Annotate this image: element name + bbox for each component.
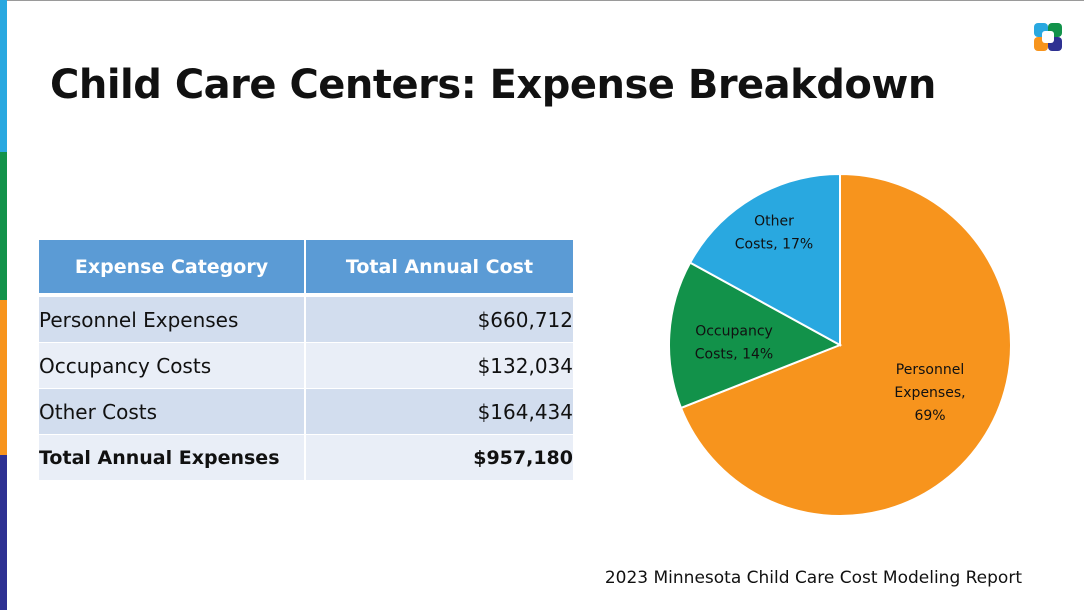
source-caption: 2023 Minnesota Child Care Cost Modeling … — [604, 568, 1022, 588]
row-category: Occupancy Costs — [39, 342, 306, 389]
pie-slice — [688, 172, 841, 347]
accent-segment-green — [0, 152, 7, 300]
pie-slice-label: Personnel Expenses, 69% — [894, 362, 965, 424]
accent-segment-blue — [0, 0, 7, 152]
expense-table: Expense Category Total Annual Cost Perso… — [39, 240, 573, 480]
accent-bar — [0, 0, 7, 610]
table-total-row: Total Annual Expenses $957,180 — [39, 434, 573, 480]
table-row: Occupancy Costs $132,034 — [39, 342, 573, 389]
top-rule — [0, 0, 1084, 1]
logo-center — [1042, 31, 1054, 43]
pie-slice-label: Occupancy Costs, 14% — [695, 324, 773, 363]
pie-slice — [668, 261, 843, 410]
total-cost: $957,180 — [305, 434, 573, 480]
row-cost: $164,434 — [305, 388, 573, 435]
row-category: Other Costs — [39, 388, 306, 435]
pie-slice-label: Other Costs, 17% — [735, 214, 813, 253]
header-total-annual-cost: Total Annual Cost — [305, 240, 573, 295]
accent-segment-orange — [0, 300, 7, 455]
table-row: Personnel Expenses $660,712 — [39, 293, 573, 343]
table-row: Other Costs $164,434 — [39, 388, 573, 435]
header-expense-category: Expense Category — [39, 240, 306, 295]
pie-slice — [679, 172, 1012, 517]
row-cost: $660,712 — [305, 293, 573, 343]
total-category: Total Annual Expenses — [39, 434, 306, 480]
row-category: Personnel Expenses — [39, 293, 306, 343]
slide-title: Child Care Centers: Expense Breakdown — [50, 62, 936, 108]
table-header-row: Expense Category Total Annual Cost — [39, 240, 573, 295]
expense-pie-chart: Personnel Expenses, 69% Occupancy Costs, 14%… — [668, 172, 1012, 517]
logo-icon — [1034, 23, 1062, 51]
row-cost: $132,034 — [305, 342, 573, 389]
accent-segment-navy — [0, 455, 7, 610]
